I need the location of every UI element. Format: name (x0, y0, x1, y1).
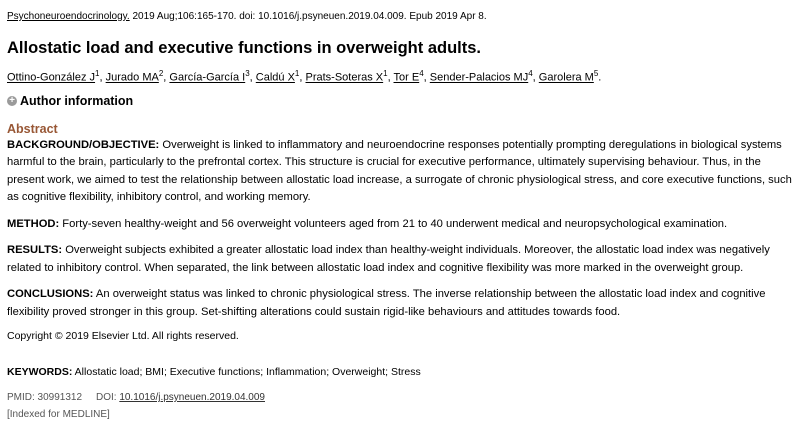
article-title: Allostatic load and executive functions … (7, 39, 482, 57)
citation: Psychoneuroendocrinology. 2019 Aug;106:1… (7, 10, 795, 24)
citation-details: 2019 Aug;106:165-170. doi: 10.1016/j.psy… (129, 11, 487, 22)
doi-label: DOI: (95, 392, 120, 404)
section-label: BACKGROUND/OBJECTIVE: (7, 138, 160, 151)
affiliation-number: 5 (593, 69, 599, 78)
section-text: An overweight status was linked to chron… (7, 288, 766, 318)
abstract-section-results: RESULTS: Overweight subjects exhibited a… (7, 242, 795, 277)
section-text: Overweight subjects exhibited a greater … (7, 244, 770, 274)
doi-link[interactable]: 10.1016/j.psyneuen.2019.04.009 (119, 392, 265, 404)
journal-link[interactable]: Psychoneuroendocrinology. (7, 11, 130, 22)
abstract-section-method: METHOD: Forty-seven healthy-weight and 5… (7, 216, 795, 234)
abstract-section-background: BACKGROUND/OBJECTIVE: Overweight is link… (7, 137, 795, 207)
section-text: Forty-seven healthy-weight and 56 overwe… (59, 217, 728, 230)
section-text: Overweight is linked to inflammatory and… (7, 138, 792, 204)
author-link[interactable]: Caldú X (255, 71, 295, 84)
author-link[interactable]: Sender-Palacios MJ (429, 71, 529, 84)
author-link[interactable]: Prats-Soteras X (305, 71, 384, 84)
keywords-text: Allostatic load; BMI; Executive function… (72, 366, 421, 379)
affiliation-number: 2 (158, 69, 164, 78)
keywords: KEYWORDS: Allostatic load; BMI; Executiv… (7, 366, 795, 378)
indexed-status: [Indexed for MEDLINE] (7, 409, 110, 421)
affiliation-number: 4 (419, 69, 424, 78)
affiliation-number: 3 (245, 69, 250, 78)
author-link[interactable]: García-García I (169, 71, 246, 84)
abstract-section-conclusions: CONCLUSIONS: An overweight status was li… (7, 286, 795, 321)
affiliation-number: 1 (383, 69, 388, 78)
author-link[interactable]: Tor E (393, 71, 420, 84)
abstract-body: BACKGROUND/OBJECTIVE: Overweight is link… (7, 137, 795, 343)
author-link[interactable]: Jurado MA (105, 71, 159, 84)
plus-circle-icon: + (7, 95, 17, 106)
author-list: Ottino-González J1, Jurado MA2, García-G… (7, 69, 602, 84)
identifiers: PMID: 30991312 DOI: 10.1016/j.psyneuen.2… (7, 392, 795, 403)
copyright: Copyright © 2019 Elsevier Ltd. All right… (7, 330, 239, 343)
affiliation-number: 1 (294, 69, 300, 78)
keywords-label: KEYWORDS: (7, 366, 73, 379)
author-information-toggle[interactable]: + Author information (7, 94, 795, 108)
pmid: PMID: 30991312 (7, 392, 83, 404)
section-label: METHOD: (7, 217, 60, 230)
article: Psychoneuroendocrinology. 2019 Aug;106:1… (7, 10, 795, 420)
abstract-heading: Abstract (7, 121, 58, 136)
affiliation-number: 4 (528, 69, 533, 78)
author-link[interactable]: Ottino-González J (7, 71, 96, 84)
section-label: RESULTS: (7, 244, 63, 257)
affiliation-number: 1 (95, 69, 100, 78)
author-information-label: Author information (20, 93, 134, 108)
author-link[interactable]: Garolera M (538, 71, 594, 84)
section-label: CONCLUSIONS: (7, 288, 94, 301)
